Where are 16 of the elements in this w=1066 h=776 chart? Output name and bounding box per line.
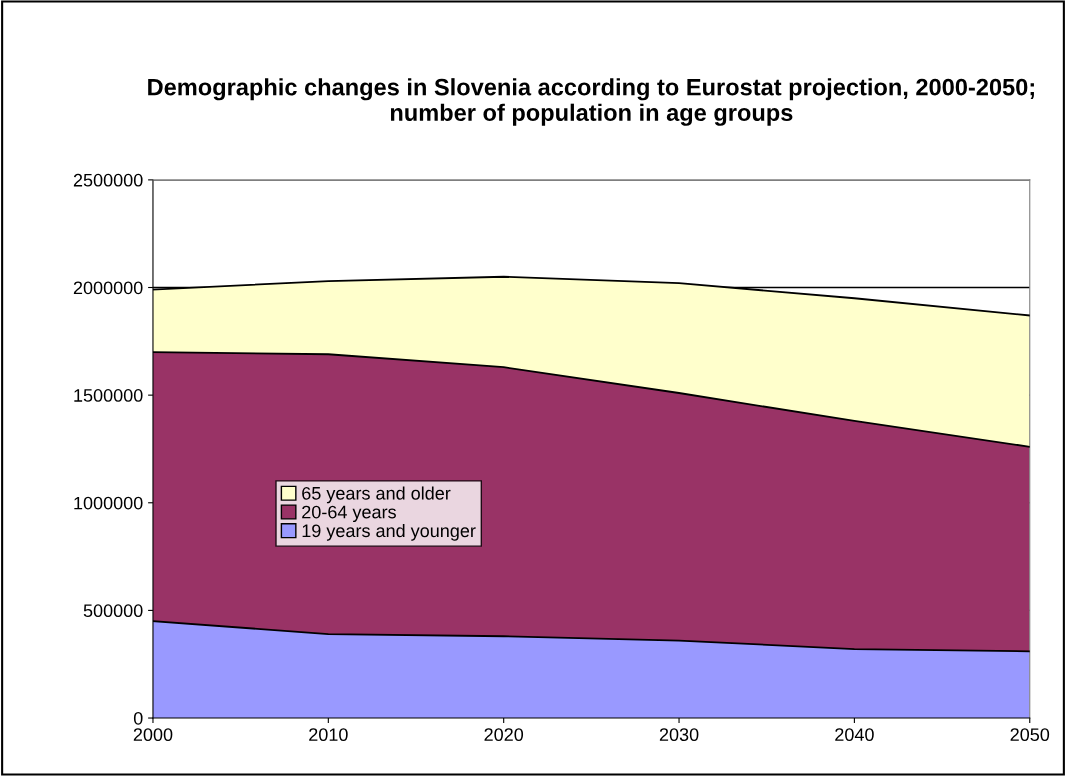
- y-tick-label: 2500000: [73, 173, 143, 187]
- y-tick-label: 1000000: [74, 496, 143, 510]
- x-tick-label: 2050: [1010, 728, 1050, 742]
- legend-label: 65 years and older: [302, 486, 451, 504]
- legend-label: 19 years and younger: [302, 523, 476, 541]
- y-tick-label: 2000000: [73, 281, 143, 295]
- x-tick-label: 2040: [835, 728, 874, 742]
- y-tick-label: 0: [133, 711, 143, 725]
- x-tick-label: 2030: [659, 728, 699, 742]
- x-tick-label: 2020: [484, 728, 524, 742]
- x-tick-label: 2000: [133, 728, 173, 742]
- legend-label: 20-64 years: [302, 505, 396, 522]
- chart-title: Demographic changes in Slovenia according to Eurostat projection, 2000-2050; number of population in age groups: [148, 78, 1034, 126]
- y-tick-label: 1500000: [74, 389, 143, 402]
- x-tick-label: 2010: [309, 728, 348, 742]
- y-tick-label: 500000: [83, 604, 143, 618]
